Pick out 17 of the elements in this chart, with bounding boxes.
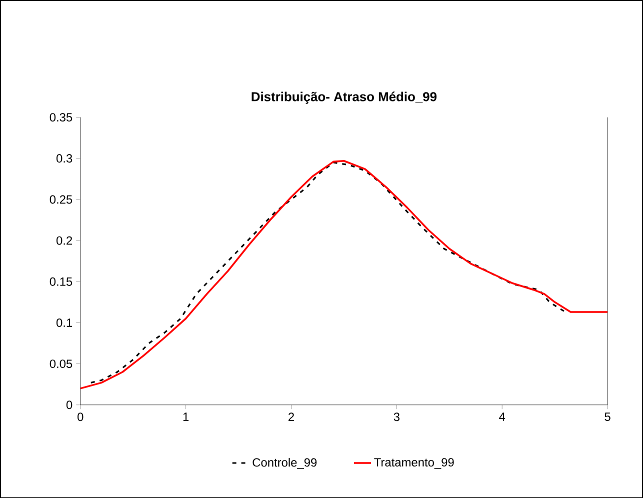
x-tick-label: 3 bbox=[394, 412, 400, 421]
y-tick-label: 0.1 bbox=[56, 318, 72, 327]
legend-label: Tratamento_99 bbox=[374, 458, 454, 469]
legend-label: Controle_99 bbox=[252, 458, 317, 469]
y-tick-label: 0.05 bbox=[50, 359, 72, 368]
y-tick-label: 0.35 bbox=[50, 112, 72, 122]
x-tick-label: 4 bbox=[499, 412, 506, 421]
y-tick-label: 0.25 bbox=[50, 195, 72, 204]
chart-title: Distribuição- Atraso Médio_99 bbox=[252, 92, 437, 104]
y-tick-label: 0.2 bbox=[56, 236, 72, 245]
x-tick-label: 5 bbox=[604, 412, 610, 421]
y-tick-label: 0.15 bbox=[50, 277, 72, 286]
y-tick-label: 0 bbox=[66, 400, 72, 409]
x-tick-label: 0 bbox=[78, 412, 84, 421]
x-tick-label: 2 bbox=[288, 412, 294, 421]
y-tick-label: 0.3 bbox=[56, 154, 72, 162]
x-tick-label: 1 bbox=[183, 412, 189, 421]
